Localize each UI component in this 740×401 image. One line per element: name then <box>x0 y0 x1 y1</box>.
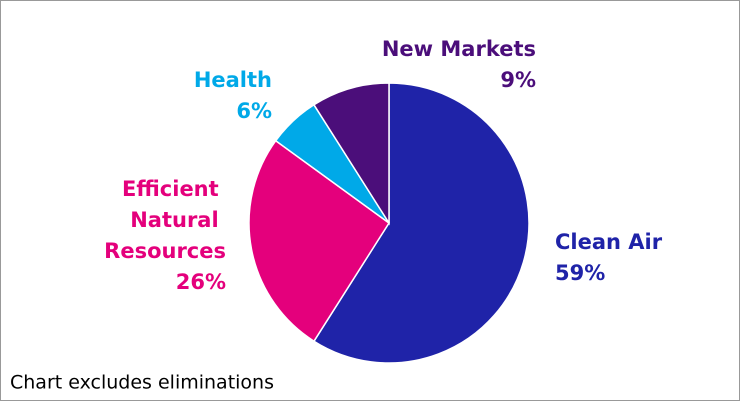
value-label: 9% <box>500 68 536 92</box>
pie-slice <box>312 82 530 364</box>
slice-label: Health <box>194 68 272 92</box>
pie-slice <box>312 82 390 226</box>
slice-label: Efficient Natural Resources <box>104 177 226 263</box>
value-label: 59% <box>555 261 605 285</box>
note: Chart excludes eliminations <box>10 372 274 394</box>
slice-label: New Markets <box>382 37 536 61</box>
value-label: 26% <box>176 270 226 294</box>
slice-label: Clean Air <box>555 230 663 254</box>
value-label: 6% <box>236 99 272 123</box>
pie-slice <box>248 139 391 343</box>
